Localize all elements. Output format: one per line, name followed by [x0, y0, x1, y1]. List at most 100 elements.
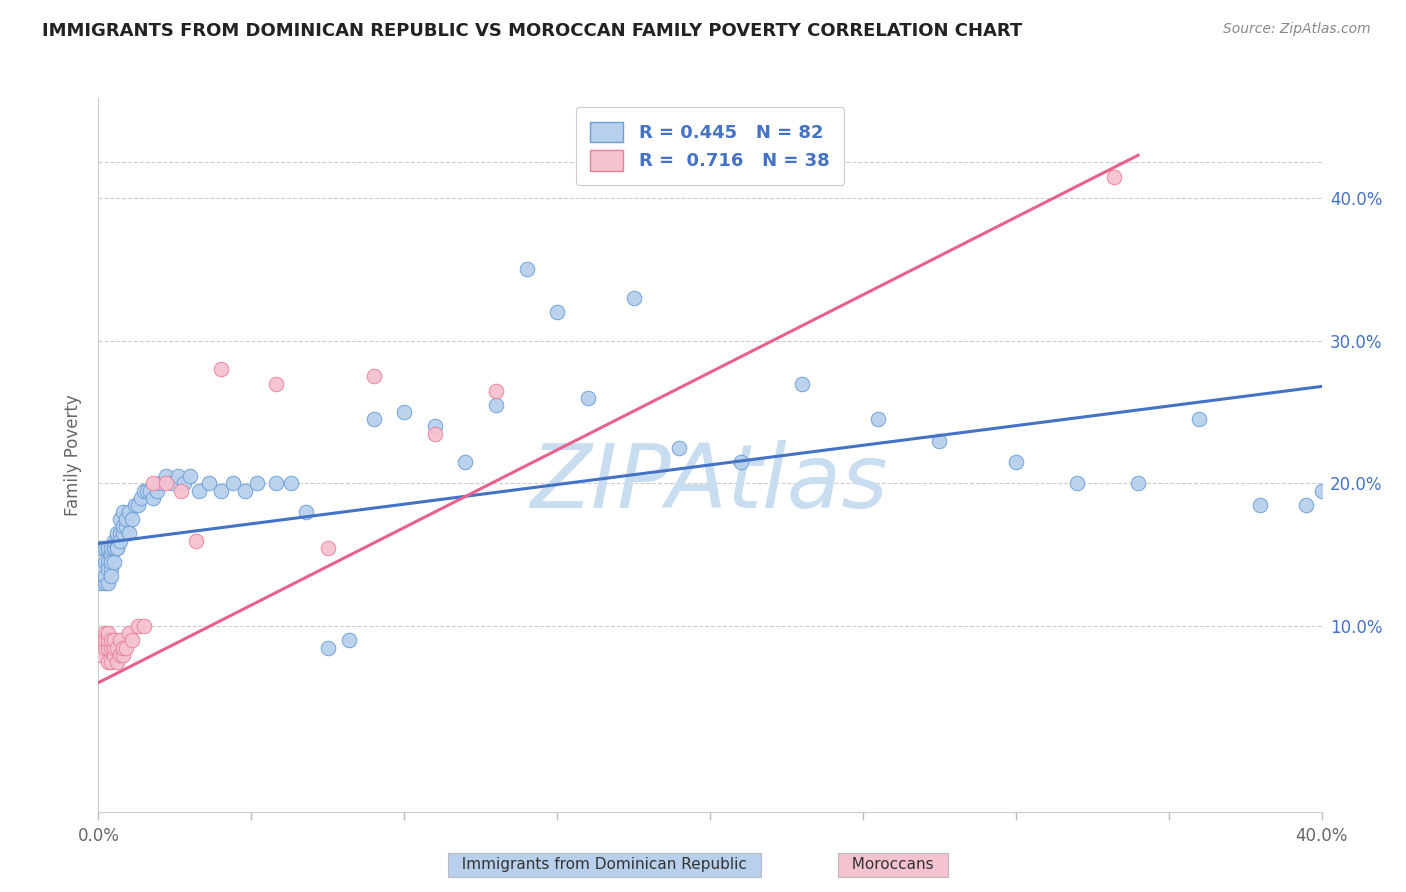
Point [90, 576, 112, 591]
Point [93, 626, 115, 640]
Point [93, 640, 115, 655]
Point [316, 541, 339, 555]
Point [295, 505, 318, 519]
Point [93, 541, 115, 555]
Point [264, 476, 287, 491]
Point [97, 626, 120, 640]
Point [155, 476, 177, 491]
Point [363, 369, 385, 384]
Point [100, 569, 122, 583]
Point [100, 562, 122, 576]
Text: Immigrants from Dominican Republic: Immigrants from Dominican Republic [453, 857, 756, 872]
Point [222, 476, 245, 491]
Point [790, 376, 813, 391]
Point [93, 633, 115, 648]
Point [209, 483, 232, 498]
Point [139, 483, 162, 498]
Point [100, 548, 122, 562]
Point [111, 519, 134, 533]
Point [103, 541, 125, 555]
Point [118, 526, 141, 541]
Point [928, 434, 950, 448]
Point [108, 512, 131, 526]
Point [1310, 483, 1333, 498]
Point [155, 469, 177, 483]
Legend: R = 0.445   N = 82, R =  0.716   N = 38: R = 0.445 N = 82, R = 0.716 N = 38 [576, 107, 844, 185]
Point [1066, 476, 1088, 491]
Point [576, 391, 599, 405]
Point [108, 526, 131, 541]
Point [97, 655, 120, 669]
Point [105, 541, 128, 555]
Point [316, 640, 339, 655]
Point [100, 633, 122, 648]
Point [100, 555, 122, 569]
Point [173, 476, 195, 491]
Point [93, 569, 115, 583]
Point [108, 533, 131, 548]
Text: Source: ZipAtlas.com: Source: ZipAtlas.com [1223, 22, 1371, 37]
Point [188, 483, 211, 498]
Point [105, 655, 128, 669]
Y-axis label: Family Poverty: Family Poverty [63, 394, 82, 516]
Point [423, 426, 446, 441]
Point [97, 640, 120, 655]
Point [115, 640, 138, 655]
Point [103, 648, 125, 662]
Point [1295, 498, 1317, 512]
Point [111, 505, 134, 519]
Point [100, 655, 122, 669]
Point [623, 291, 645, 305]
Text: IMMIGRANTS FROM DOMINICAN REPUBLIC VS MOROCCAN FAMILY POVERTY CORRELATION CHART: IMMIGRANTS FROM DOMINICAN REPUBLIC VS MO… [42, 22, 1022, 40]
Point [1128, 476, 1150, 491]
Point [167, 469, 190, 483]
Point [1249, 498, 1271, 512]
Point [90, 640, 112, 655]
Point [668, 441, 690, 455]
Point [90, 562, 112, 576]
Point [546, 305, 568, 319]
Point [111, 526, 134, 541]
Point [485, 384, 508, 398]
Point [127, 619, 149, 633]
Point [197, 476, 219, 491]
Point [103, 533, 125, 548]
Point [1004, 455, 1026, 469]
Point [105, 541, 128, 555]
Point [97, 562, 120, 576]
Point [93, 555, 115, 569]
Point [115, 519, 138, 533]
Point [93, 576, 115, 591]
Point [170, 483, 193, 498]
Point [246, 476, 269, 491]
Point [485, 398, 508, 412]
Point [129, 491, 152, 505]
Point [97, 633, 120, 648]
Point [100, 541, 122, 555]
Point [105, 526, 128, 541]
Point [1102, 169, 1125, 184]
Point [868, 412, 890, 426]
Point [103, 541, 125, 555]
Point [115, 512, 138, 526]
Point [142, 491, 165, 505]
Point [730, 455, 752, 469]
Point [264, 376, 287, 391]
Point [363, 412, 385, 426]
Point [179, 469, 201, 483]
Point [108, 633, 131, 648]
Point [233, 483, 256, 498]
Point [337, 633, 360, 648]
Point [90, 541, 112, 555]
Point [136, 483, 159, 498]
Point [145, 483, 167, 498]
Point [118, 626, 141, 640]
Point [186, 533, 208, 548]
Text: Moroccans: Moroccans [842, 857, 943, 872]
Point [103, 633, 125, 648]
Point [97, 541, 120, 555]
Point [111, 648, 134, 662]
Point [134, 483, 156, 498]
Point [121, 633, 143, 648]
Point [97, 576, 120, 591]
